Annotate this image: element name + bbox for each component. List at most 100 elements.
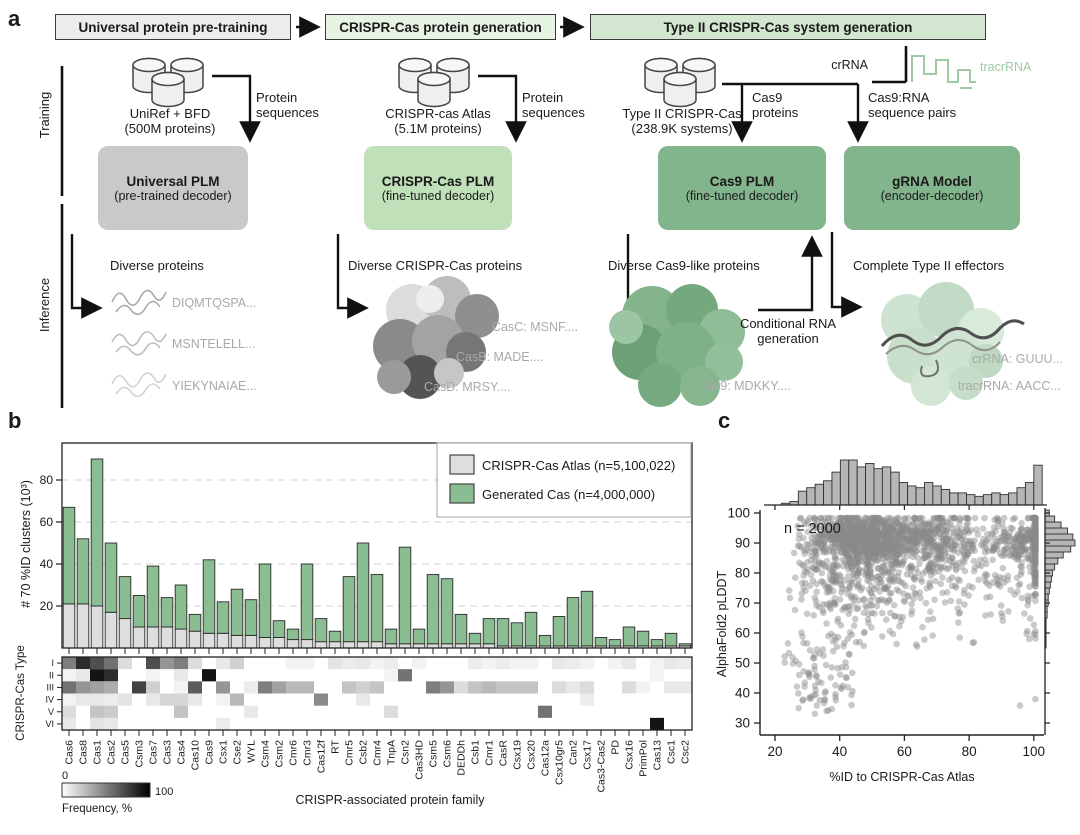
svg-text:Cmr1: Cmr1 <box>484 740 496 766</box>
svg-text:Csb1: Csb1 <box>470 740 482 765</box>
svg-text:Cas3: Cas3 <box>162 740 174 765</box>
uniref-db-label: UniRef + BFD (500M proteins) <box>124 106 216 136</box>
cas9-rna-pairs-label: Cas9:RNA sequence pairs <box>868 90 957 120</box>
svg-text:50: 50 <box>735 656 750 671</box>
legend: CRISPR-Cas Atlas (n=5,100,022) Generated … <box>436 442 692 518</box>
plddt-scatter-plot: 30 40 50 60 70 80 90 100 20 40 60 80 100 n = 2000 Alph… <box>715 459 1076 784</box>
svg-text:40: 40 <box>40 557 54 571</box>
protein-sequences-label-2: Protein sequences <box>522 90 585 120</box>
sequence-text-1: DIQMTQSPA... <box>172 296 257 310</box>
svg-text:100: 100 <box>1023 744 1046 759</box>
svg-text:Cas6: Cas6 <box>64 740 76 765</box>
svg-text:Csx17: Csx17 <box>582 740 594 770</box>
svg-text:100: 100 <box>727 506 750 521</box>
type2-db-label: Type II CRISPR-Cas (238.9K systems) <box>622 106 742 136</box>
frequency-colorbar: 0 100 Frequency, % <box>61 770 173 815</box>
svg-text:80: 80 <box>735 566 750 581</box>
svg-text:Csx20: Csx20 <box>526 740 538 770</box>
cas9-plm-title: Cas9 PLM <box>709 173 775 189</box>
crispr-cas-plm-box: CRISPR-Cas PLM (fine-tuned decoder) <box>364 146 512 230</box>
effector-tracrrna-seq: tracrRNA: AACC... <box>958 379 1061 393</box>
universal-plm-title: Universal PLM <box>126 173 220 189</box>
svg-text:%ID to CRISPR-Cas Atlas: %ID to CRISPR-Cas Atlas <box>829 770 974 784</box>
svg-text:Cas4: Cas4 <box>176 740 188 765</box>
svg-text:Cmr4: Cmr4 <box>372 740 384 766</box>
tracrrna-label: tracrRNA <box>980 60 1032 74</box>
panel-a-graphics <box>60 16 1025 408</box>
svg-text:20: 20 <box>40 599 54 613</box>
crispr-cas-plm-sub: (fine-tuned decoder) <box>381 188 495 203</box>
crrna-tracrrna-icon <box>872 46 976 89</box>
effector-structure <box>880 282 1025 406</box>
svg-text:Csm4: Csm4 <box>260 740 272 768</box>
svg-text:80: 80 <box>962 744 977 759</box>
svg-text:CRISPR-associated protein fami: CRISPR-associated protein family <box>296 793 486 807</box>
svg-text:Cse2: Cse2 <box>232 740 244 765</box>
svg-text:Frequency, %: Frequency, % <box>62 803 132 815</box>
scatter-chart: 30 40 50 60 70 80 90 100 20 40 60 80 100 n = 2000 Alph… <box>715 459 1076 784</box>
svg-text:60: 60 <box>735 626 750 641</box>
svg-text:Csx16: Csx16 <box>624 740 636 770</box>
svg-text:WYL: WYL <box>246 740 258 763</box>
svg-text:Generated Cas (n=4,000,000): Generated Cas (n=4,000,000) <box>482 487 655 502</box>
casb-sequence: CasB: MADE.... <box>456 350 544 364</box>
crrna-label: crRNA <box>831 58 868 72</box>
flow-arrow-icons <box>70 74 869 319</box>
svg-text:IV: IV <box>45 695 54 705</box>
panel-b-label: b <box>8 408 22 433</box>
svg-text:Can2: Can2 <box>568 740 580 765</box>
svg-text:TnpA: TnpA <box>386 740 398 765</box>
svg-text:CasR: CasR <box>498 740 510 767</box>
effector-crrna-seq: crRNA: GUUU... <box>972 352 1063 366</box>
panel-c-label: c <box>718 408 731 433</box>
svg-text:Cas8: Cas8 <box>78 740 90 765</box>
casc-sequence: CasC: MSNF.... <box>492 320 579 334</box>
scatter-points <box>781 514 1039 718</box>
svg-text:Cas10: Cas10 <box>190 740 202 771</box>
svg-text:Cas9: Cas9 <box>204 740 216 765</box>
database-icon-uniref <box>133 59 203 107</box>
database-icon-type2 <box>645 59 715 107</box>
svg-text:60: 60 <box>897 744 912 759</box>
bar-chart: 20 40 60 80 CRISPR-Cas Atlas (n=5,100,022) Ge… <box>15 442 693 815</box>
svg-text:Cmr6: Cmr6 <box>288 740 300 766</box>
database-icon-atlas <box>399 59 469 107</box>
header-type2-generation: Type II CRISPR-Cas system generation <box>590 14 986 40</box>
svg-text:Csc2: Csc2 <box>680 740 692 764</box>
svg-text:40: 40 <box>735 686 750 701</box>
svg-text:PrimPol: PrimPol <box>638 740 650 777</box>
svg-text:Csb2: Csb2 <box>358 740 370 765</box>
header-universal-pretraining: Universal protein pre-training <box>55 14 291 40</box>
svg-text:Csm3: Csm3 <box>134 740 146 768</box>
svg-text:Csm5: Csm5 <box>428 740 440 768</box>
svg-text:Cas3-Cas2: Cas3-Cas2 <box>596 740 608 793</box>
svg-text:20: 20 <box>767 744 782 759</box>
grna-model-title: gRNA Model <box>892 173 972 189</box>
diverse-proteins-title: Diverse proteins <box>110 258 204 273</box>
casd-sequence: CasD: MRSY.... <box>424 380 511 394</box>
y-marginal-histogram <box>1044 508 1076 735</box>
svg-text:60: 60 <box>40 515 54 529</box>
svg-text:II: II <box>49 670 54 680</box>
svg-text:V: V <box>48 707 54 717</box>
svg-text:Csx1: Csx1 <box>218 740 230 764</box>
svg-text:Csn2: Csn2 <box>400 740 412 765</box>
grna-model-box: gRNA Model (encoder-decoder) <box>844 146 1020 230</box>
cas9-sequence: Cas9: MDKKY.... <box>698 379 791 393</box>
diverse-cas9-title: Diverse Cas9-like proteins <box>608 258 760 273</box>
header-crispr-generation: CRISPR-Cas protein generation <box>325 14 556 40</box>
svg-text:40: 40 <box>832 744 847 759</box>
protein-sketch-icons <box>111 289 167 398</box>
cas9-plm-box: Cas9 PLM (fine-tuned decoder) <box>658 146 826 230</box>
svg-text:DEDDh: DEDDh <box>456 740 468 776</box>
svg-text:Csx10gr5: Csx10gr5 <box>554 740 566 785</box>
crispr-cas-plm-title: CRISPR-Cas PLM <box>381 173 495 189</box>
svg-text:Cas12f: Cas12f <box>316 740 328 773</box>
protein-sequences-label-1: Protein sequences <box>256 90 319 120</box>
cas9-proteins-label: Cas9 proteins <box>752 90 799 120</box>
svg-text:Cas7: Cas7 <box>148 740 160 765</box>
training-label: Training <box>37 91 52 139</box>
svg-text:# 70 %ID clusters (10³): # 70 %ID clusters (10³) <box>19 480 33 608</box>
universal-plm-sub: (pre-trained decoder) <box>114 188 232 203</box>
